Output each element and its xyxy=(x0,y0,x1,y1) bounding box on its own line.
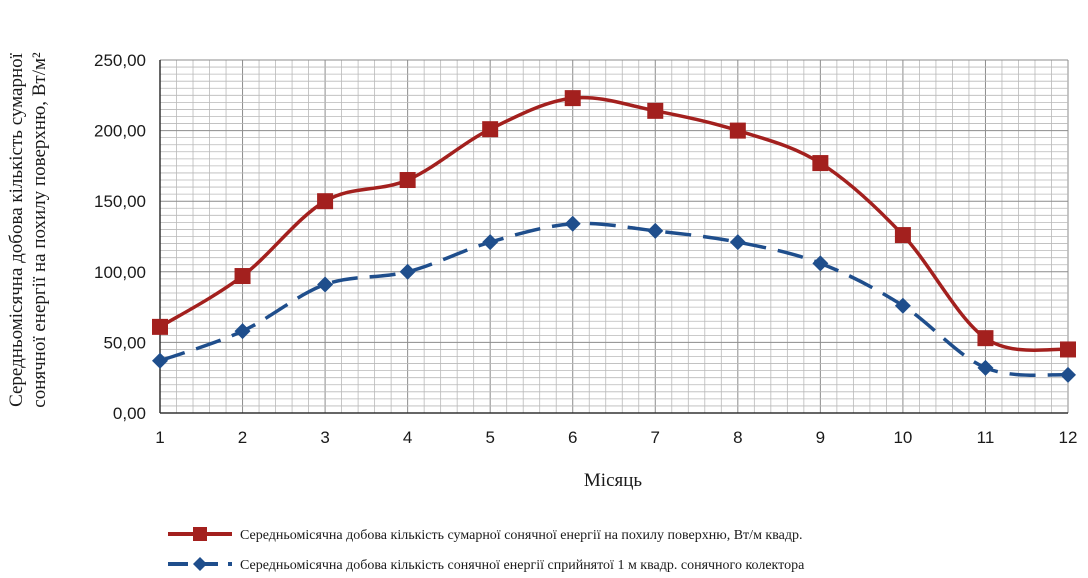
x-tick-label: 2 xyxy=(238,428,247,447)
data-point-square xyxy=(729,122,746,139)
y-tick-label: 50,00 xyxy=(103,333,146,352)
x-tick-label: 6 xyxy=(568,428,577,447)
legend: Середньомісячна добова кількість сумарно… xyxy=(168,527,805,573)
y-tick-label: 200,00 xyxy=(94,122,146,141)
legend-label-1: Середньомісячна добова кількість сумарно… xyxy=(240,528,803,543)
x-tick-label: 5 xyxy=(485,428,494,447)
data-point-diamond xyxy=(729,234,746,251)
series-1 xyxy=(152,90,1076,358)
legend-label-2: Середньомісячна добова кількість сонячно… xyxy=(240,558,805,573)
x-tick-label: 9 xyxy=(816,428,825,447)
legend-marker-1 xyxy=(193,527,207,541)
data-point-diamond xyxy=(1060,366,1076,383)
data-point-square xyxy=(1060,341,1076,358)
data-point-square xyxy=(894,227,911,244)
data-point-diamond xyxy=(564,215,581,232)
x-tick-label: 4 xyxy=(403,428,412,447)
legend-entry-2: Середньомісячна добова кількість сонячно… xyxy=(168,557,805,573)
data-point-diamond xyxy=(152,352,168,369)
x-tick-label: 1 xyxy=(155,428,164,447)
y-tick-label: 100,00 xyxy=(94,263,146,282)
legend-marker-2 xyxy=(193,557,207,571)
y-tick-label: 150,00 xyxy=(94,192,146,211)
series xyxy=(152,90,1076,383)
data-point-diamond xyxy=(647,222,664,239)
series-line-2 xyxy=(159,221,1069,377)
data-point-diamond xyxy=(894,297,911,314)
y-axis-title: Середньомісячна добова кількість сумарно… xyxy=(6,52,50,408)
x-tick-label: 3 xyxy=(320,428,329,447)
y-tick-label: 250,00 xyxy=(94,51,146,70)
grid xyxy=(159,59,1069,414)
ticks: 1 2 3 4 5 6 7 8 9 10 11 120,0050,00100,00150,00200,… xyxy=(94,51,1077,447)
data-point-square xyxy=(812,155,829,172)
data-point-diamond xyxy=(234,323,251,340)
data-point-square xyxy=(977,330,994,347)
data-point-diamond xyxy=(812,255,829,272)
data-point-square xyxy=(482,121,499,138)
data-point-square xyxy=(647,102,664,119)
x-tick-label: 7 xyxy=(651,428,660,447)
data-point-diamond xyxy=(317,276,334,293)
series-2 xyxy=(152,215,1076,383)
x-tick-label: 11 xyxy=(977,428,995,447)
data-point-square xyxy=(152,318,168,335)
y-axis-title-line2: сонячної енергії на похилу поверхню, Вт/… xyxy=(29,52,50,408)
legend-entry-1: Середньомісячна добова кількість сумарно… xyxy=(168,527,803,543)
x-tick-label: 10 xyxy=(893,428,912,447)
data-point-diamond xyxy=(482,234,499,251)
series-line-1 xyxy=(159,95,1069,353)
data-point-square xyxy=(317,193,334,210)
data-point-diamond xyxy=(399,263,416,280)
x-axis-title: Місяць xyxy=(584,470,643,491)
data-point-square xyxy=(234,268,251,285)
data-point-diamond xyxy=(977,359,994,376)
y-axis-title-line1: Середньомісячна добова кількість сумарно… xyxy=(6,52,27,407)
y-tick-label: 0,00 xyxy=(113,404,146,423)
data-point-square xyxy=(564,90,581,107)
x-tick-label: 8 xyxy=(733,428,742,447)
data-point-square xyxy=(399,172,416,189)
x-tick-label: 12 xyxy=(1059,428,1078,447)
